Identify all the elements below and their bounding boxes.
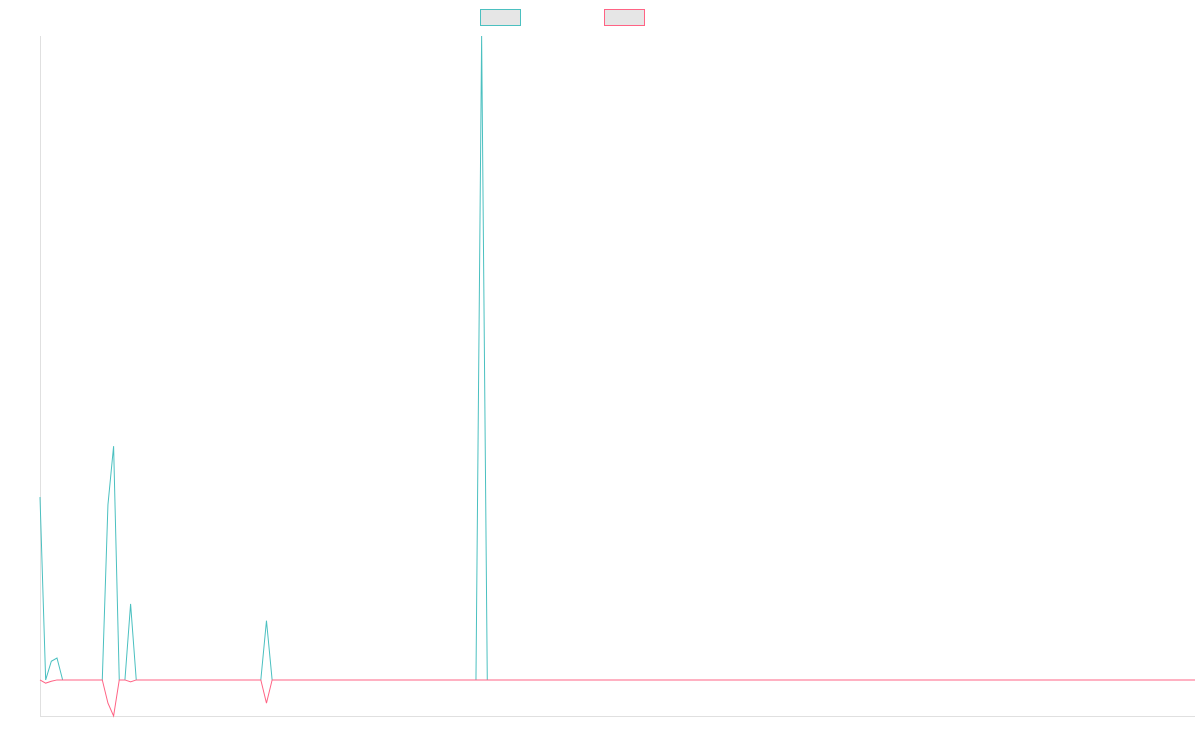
series-line [39, 35, 1195, 681]
series-line [39, 679, 1195, 718]
legend-swatch[interactable] [604, 9, 645, 26]
legend-swatch[interactable] [480, 9, 521, 26]
